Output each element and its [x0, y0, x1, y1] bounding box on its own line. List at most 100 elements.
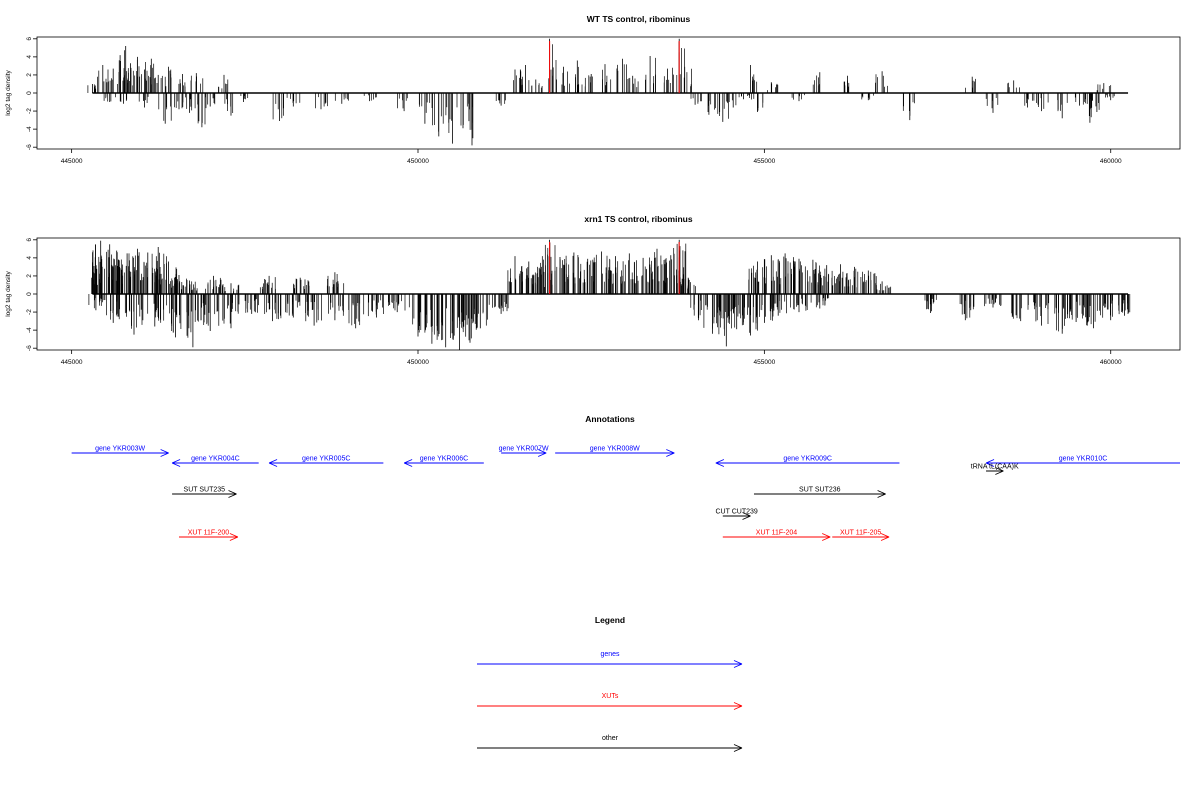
arrow-head: [742, 515, 751, 520]
arrow-head: [171, 462, 181, 467]
legend-item: XUTs: [477, 693, 743, 710]
feature-label: gene YKR005C: [302, 456, 351, 463]
feature-label: gene YKR010C: [1059, 456, 1108, 463]
arrow-head: [733, 663, 743, 668]
y-tick-label: -4: [26, 327, 33, 333]
y-tick-label: 6: [26, 238, 33, 242]
arrow-head: [733, 744, 743, 749]
feature-arrow: gene YKR003W: [71, 446, 169, 457]
arrow-head: [880, 533, 890, 538]
legend-item-label: XUTs: [602, 693, 619, 700]
chart-panel-2: xrn1 TS control, ribominus -6 -4 -2 0 2 4 6 log2…: [5, 214, 1181, 366]
feature-arrow: SUT SUT235: [172, 487, 237, 498]
feature-label: gene YKR009C: [783, 456, 832, 463]
arrow-head: [733, 705, 743, 710]
feature-label: CUT CUT239: [716, 509, 758, 516]
x-tick-label: 455000: [754, 359, 776, 366]
legend: Legend genes XUTs other: [477, 615, 743, 752]
y-tick-label: -2: [26, 309, 33, 315]
feature-label: gene YKR003W: [95, 446, 145, 453]
feature-arrow: gene YKR008W: [555, 446, 675, 457]
feature-label: gene YKR008W: [590, 446, 640, 453]
arrow-head: [268, 462, 278, 467]
feature-arrow: gene YKR010C: [985, 456, 1180, 467]
arrow-head: [880, 536, 890, 541]
chart-panel-1: WT TS control, ribominus -6 -4 -2 0 2 4 6 log2 t…: [5, 14, 1181, 165]
feature-arrow: gene YKR007W: [499, 446, 549, 457]
arrow-head: [268, 459, 278, 464]
legend-item: genes: [477, 651, 743, 668]
arrow-head: [715, 462, 725, 467]
arrow-head: [171, 459, 181, 464]
y-tick-label: 0: [26, 91, 33, 95]
x-tick-label: 460000: [1100, 359, 1122, 366]
feature-label: gene YKR007W: [499, 446, 549, 453]
arrow-head: [733, 660, 743, 665]
y-tick-label: 2: [26, 274, 33, 278]
legend-item-label: other: [602, 735, 619, 742]
feature-arrow: tRNA tL(CAA)K: [971, 464, 1019, 475]
arrow-head: [995, 470, 1004, 475]
y-tick-label: 4: [26, 55, 33, 59]
feature-arrow: gene YKR009C: [715, 456, 900, 467]
arrow-head: [715, 459, 725, 464]
feature-label: tRNA tL(CAA)K: [971, 464, 1019, 471]
arrow-head: [403, 459, 413, 464]
arrow-head: [229, 536, 239, 541]
feature-arrow: gene YKR005C: [268, 456, 384, 467]
arrow-head: [733, 747, 743, 752]
feature-arrow: SUT SUT236: [753, 487, 886, 498]
feature-label: gene YKR006C: [420, 456, 469, 463]
feature-label: XUT 11F-204: [756, 530, 797, 537]
feature-arrow: XUT 11F-205: [832, 530, 890, 541]
feature-arrow: XUT 11F-200: [179, 530, 239, 541]
arrow-head: [537, 452, 547, 457]
x-tick-label: 460000: [1100, 158, 1122, 165]
y-axis-label: log2 tag density: [5, 69, 12, 115]
arrow-head: [228, 490, 237, 495]
feature-label: SUT SUT236: [799, 487, 841, 494]
feature-label: XUT 11F-205: [840, 530, 881, 537]
feature-arrow: gene YKR006C: [403, 456, 484, 467]
y-tick-label: 0: [26, 292, 33, 296]
chart-title: WT TS control, ribominus: [587, 14, 691, 24]
arrow-head: [666, 452, 675, 457]
arrow-head: [985, 459, 995, 464]
x-tick-label: 450000: [407, 158, 429, 165]
y-tick-label: 2: [26, 73, 33, 77]
arrow-head: [877, 493, 886, 498]
feature-arrow: XUT 11F-204: [722, 530, 831, 541]
y-tick-label: -2: [26, 108, 33, 114]
x-tick-label: 455000: [754, 158, 776, 165]
y-tick-label: 4: [26, 256, 33, 260]
feature-label: SUT SUT235: [184, 487, 226, 494]
x-tick-label: 445000: [61, 359, 83, 366]
arrow-head: [821, 533, 831, 538]
x-tick-label: 445000: [61, 158, 83, 165]
legend-item-label: genes: [600, 651, 620, 658]
arrow-head: [160, 452, 169, 457]
arrow-head: [821, 536, 831, 541]
arrow-head: [403, 462, 413, 467]
y-tick-label: -6: [26, 144, 33, 150]
x-tick-label: 450000: [407, 359, 429, 366]
arrow-head: [985, 462, 995, 467]
feature-label: XUT 11F-200: [188, 530, 229, 537]
y-tick-label: -4: [26, 126, 33, 132]
y-tick-label: 6: [26, 37, 33, 41]
annotations-title: Annotations: [585, 414, 635, 424]
arrow-head: [742, 512, 751, 517]
arrow-head: [229, 533, 239, 538]
chart-title: xrn1 TS control, ribominus: [584, 214, 692, 224]
arrow-head: [537, 449, 547, 454]
feature-arrow: CUT CUT239: [716, 509, 758, 520]
arrow-head: [666, 449, 675, 454]
feature-label: gene YKR004C: [191, 456, 240, 463]
arrow-head: [733, 702, 743, 707]
feature-arrow: gene YKR004C: [171, 456, 259, 467]
legend-item: other: [477, 735, 743, 752]
arrow-head: [228, 493, 237, 498]
y-axis-label: log2 tag density: [5, 270, 12, 316]
